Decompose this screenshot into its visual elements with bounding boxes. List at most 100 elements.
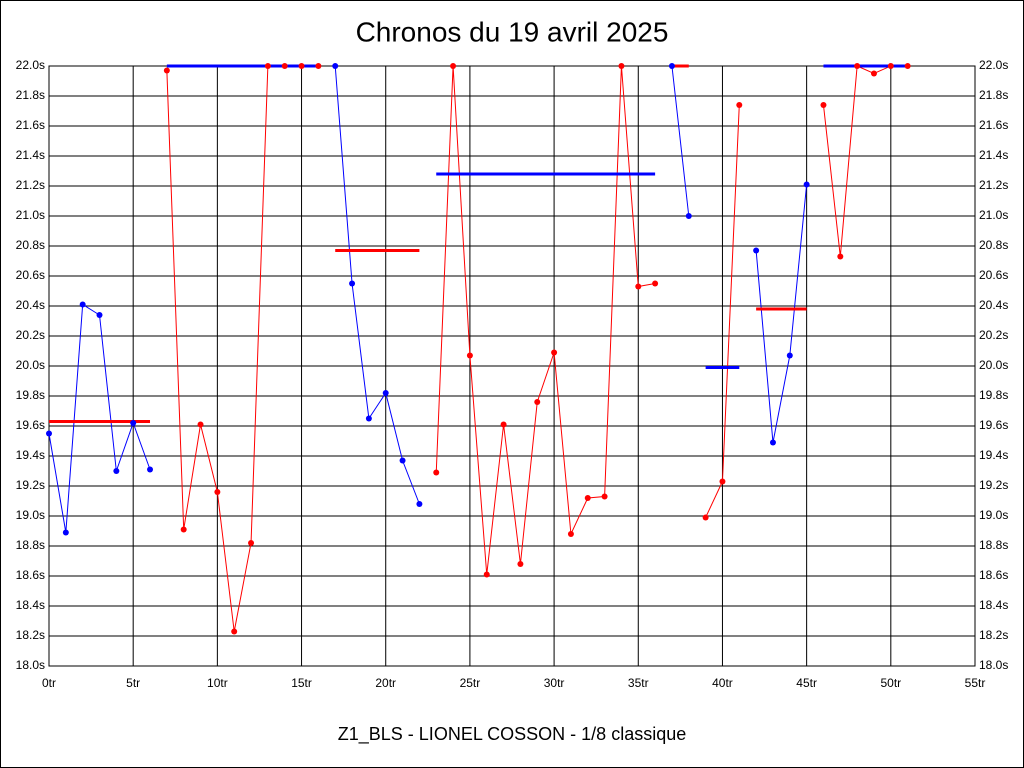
x-tick-label: 10tr: [207, 676, 228, 690]
series-line: [435, 65, 656, 575]
series-line: [755, 184, 808, 443]
y-tick-label: 19.6s: [16, 418, 45, 432]
lap-point: [365, 415, 372, 422]
y-tick-label: 20.6s: [16, 268, 45, 282]
y-tick-label: 19.8s: [16, 388, 45, 402]
lap-point: [769, 439, 776, 446]
y-tick-label: 18.6s: [16, 568, 45, 582]
y-tick-label: 21.4s: [16, 148, 45, 162]
y-tick-label: 21.8s: [16, 88, 45, 102]
x-tick-label: 0tr: [42, 676, 56, 690]
lap-point: [702, 514, 709, 521]
lap-point: [618, 63, 625, 69]
lap-point: [803, 181, 810, 188]
lap-point: [180, 526, 187, 533]
lap-point: [349, 280, 356, 287]
lap-point: [820, 102, 827, 108]
lap-point: [466, 352, 473, 359]
y2-tick-label: 20.2s: [979, 328, 1008, 342]
y2-tick-label: 18.2s: [979, 628, 1008, 642]
y2-tick-label: 20.4s: [979, 298, 1008, 312]
y2-tick-label: 19.2s: [979, 478, 1008, 492]
lap-point: [719, 478, 726, 485]
lap-point: [416, 501, 423, 507]
lap-point: [382, 390, 389, 396]
lap-point: [837, 253, 844, 260]
subtitle: Z1_BLS - LIONEL COSSON - 1/8 classique: [338, 724, 686, 745]
y2-tick-label: 21.2s: [979, 178, 1008, 192]
y-tick-label: 20.8s: [16, 238, 45, 252]
y-tick-label: 18.4s: [16, 598, 45, 612]
lap-point: [248, 540, 255, 546]
lap-point: [786, 352, 793, 359]
lap-point: [298, 63, 305, 69]
y-tick-label: 18.8s: [16, 538, 45, 552]
lap-point: [567, 531, 574, 537]
lap-point: [601, 493, 608, 500]
x-tick-label: 45tr: [796, 676, 817, 690]
y2-tick-label: 22.0s: [979, 58, 1008, 72]
lap-point: [281, 63, 288, 69]
lap-point: [96, 312, 103, 318]
y2-tick-label: 19.0s: [979, 508, 1008, 522]
y2-tick-label: 18.6s: [979, 568, 1008, 582]
lap-point: [147, 466, 154, 473]
y2-tick-label: 20.0s: [979, 358, 1008, 372]
lap-point: [62, 529, 69, 536]
y2-tick-label: 18.4s: [979, 598, 1008, 612]
lap-point: [163, 67, 170, 74]
lap-point: [753, 247, 760, 254]
lap-point: [870, 70, 877, 77]
x-tick-label: 40tr: [712, 676, 733, 690]
x-tick-label: 20tr: [375, 676, 396, 690]
lap-point: [551, 349, 558, 356]
y2-tick-label: 19.8s: [979, 388, 1008, 402]
y-tick-label: 20.2s: [16, 328, 45, 342]
lap-point: [517, 561, 524, 567]
series-line: [334, 65, 420, 505]
y-tick-label: 21.0s: [16, 208, 45, 222]
lap-point: [231, 628, 238, 635]
x-tick-label: 15tr: [291, 676, 312, 690]
lap-point: [500, 421, 507, 428]
y2-tick-label: 21.0s: [979, 208, 1008, 222]
lap-point: [450, 63, 457, 69]
x-tick-label: 50tr: [880, 676, 901, 690]
lap-point: [668, 63, 675, 69]
y2-tick-label: 19.4s: [979, 448, 1008, 462]
lap-point: [214, 489, 221, 495]
lap-point: [685, 213, 692, 219]
lap-point: [113, 468, 120, 474]
lap-point: [736, 102, 743, 108]
lap-point: [46, 430, 52, 437]
y2-tick-label: 21.8s: [979, 88, 1008, 102]
y-tick-label: 18.2s: [16, 628, 45, 642]
lap-point: [887, 63, 894, 69]
y-tick-label: 21.2s: [16, 178, 45, 192]
lap-point: [652, 280, 659, 287]
lap-point: [130, 420, 137, 426]
y-tick-label: 19.2s: [16, 478, 45, 492]
y-tick-label: 19.4s: [16, 448, 45, 462]
chart-title: Chronos du 19 avril 2025: [356, 16, 669, 47]
lap-point: [264, 63, 271, 69]
y-tick-label: 22.0s: [16, 58, 45, 72]
lap-point: [315, 63, 322, 69]
lap-point: [854, 63, 861, 69]
y2-tick-label: 18.8s: [979, 538, 1008, 552]
x-tick-label: 35tr: [628, 676, 649, 690]
y-tick-label: 18.0s: [16, 658, 45, 672]
y2-tick-label: 20.6s: [979, 268, 1008, 282]
y2-tick-label: 20.8s: [979, 238, 1008, 252]
lap-point: [534, 399, 541, 405]
y2-tick-label: 21.6s: [979, 118, 1008, 132]
lap-point: [197, 421, 204, 428]
y2-tick-label: 19.6s: [979, 418, 1008, 432]
lap-point: [79, 301, 86, 308]
y-tick-label: 20.0s: [16, 358, 45, 372]
y-tick-label: 19.0s: [16, 508, 45, 522]
lap-point: [332, 63, 339, 69]
y-tick-label: 21.6s: [16, 118, 45, 132]
lap-point: [635, 283, 642, 290]
